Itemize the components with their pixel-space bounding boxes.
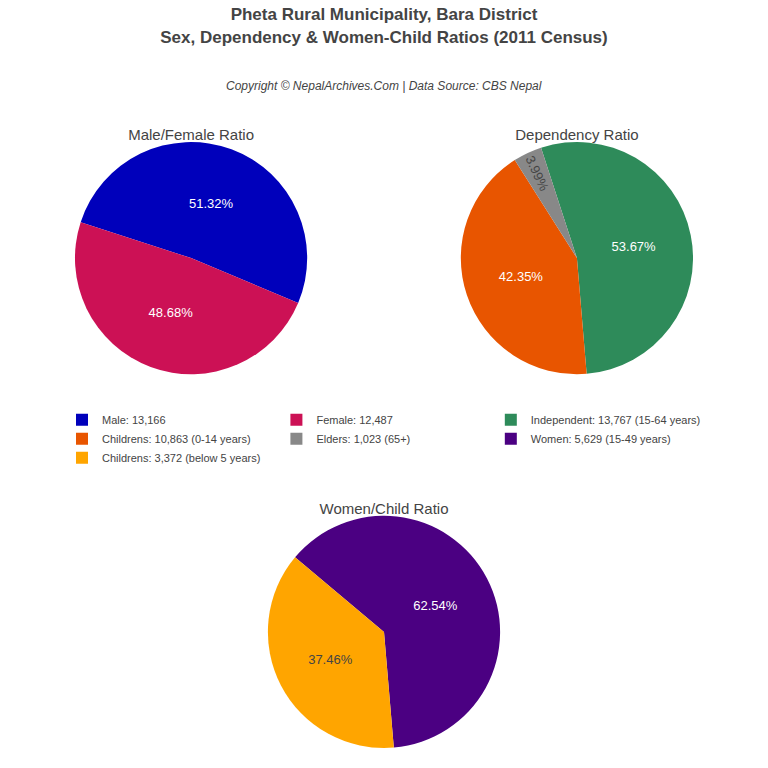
svg-text:Dependency Ratio: Dependency Ratio bbox=[515, 126, 638, 143]
svg-text:Male: 13,166: Male: 13,166 bbox=[102, 414, 166, 426]
svg-text:53.67%: 53.67% bbox=[612, 239, 657, 254]
svg-text:Elders: 1,023 (65+): Elders: 1,023 (65+) bbox=[316, 433, 410, 445]
svg-text:62.54%: 62.54% bbox=[413, 598, 458, 613]
svg-text:37.46%: 37.46% bbox=[308, 652, 353, 667]
svg-text:Copyright © NepalArchives.Com: Copyright © NepalArchives.Com | Data Sou… bbox=[226, 79, 542, 93]
svg-text:Childrens: 3,372 (below 5 year: Childrens: 3,372 (below 5 years) bbox=[102, 452, 260, 464]
svg-text:Pheta Rural Municipality, Bara: Pheta Rural Municipality, Bara DistrictS… bbox=[160, 5, 607, 46]
svg-text:Female: 12,487: Female: 12,487 bbox=[316, 414, 392, 426]
svg-text:Childrens: 10,863 (0-14 years): Childrens: 10,863 (0-14 years) bbox=[102, 433, 251, 445]
svg-text:Independent: 13,767 (15-64 yea: Independent: 13,767 (15-64 years) bbox=[531, 414, 700, 426]
svg-text:Women: 5,629 (15-49 years): Women: 5,629 (15-49 years) bbox=[531, 433, 671, 445]
svg-text:51.32%: 51.32% bbox=[189, 196, 234, 211]
svg-text:Male/Female Ratio: Male/Female Ratio bbox=[128, 126, 254, 143]
svg-text:Women/Child Ratio: Women/Child Ratio bbox=[320, 500, 449, 517]
svg-text:42.35%: 42.35% bbox=[499, 269, 544, 284]
svg-text:48.68%: 48.68% bbox=[149, 305, 194, 320]
svg-text:3.99%: 3.99% bbox=[522, 153, 551, 193]
